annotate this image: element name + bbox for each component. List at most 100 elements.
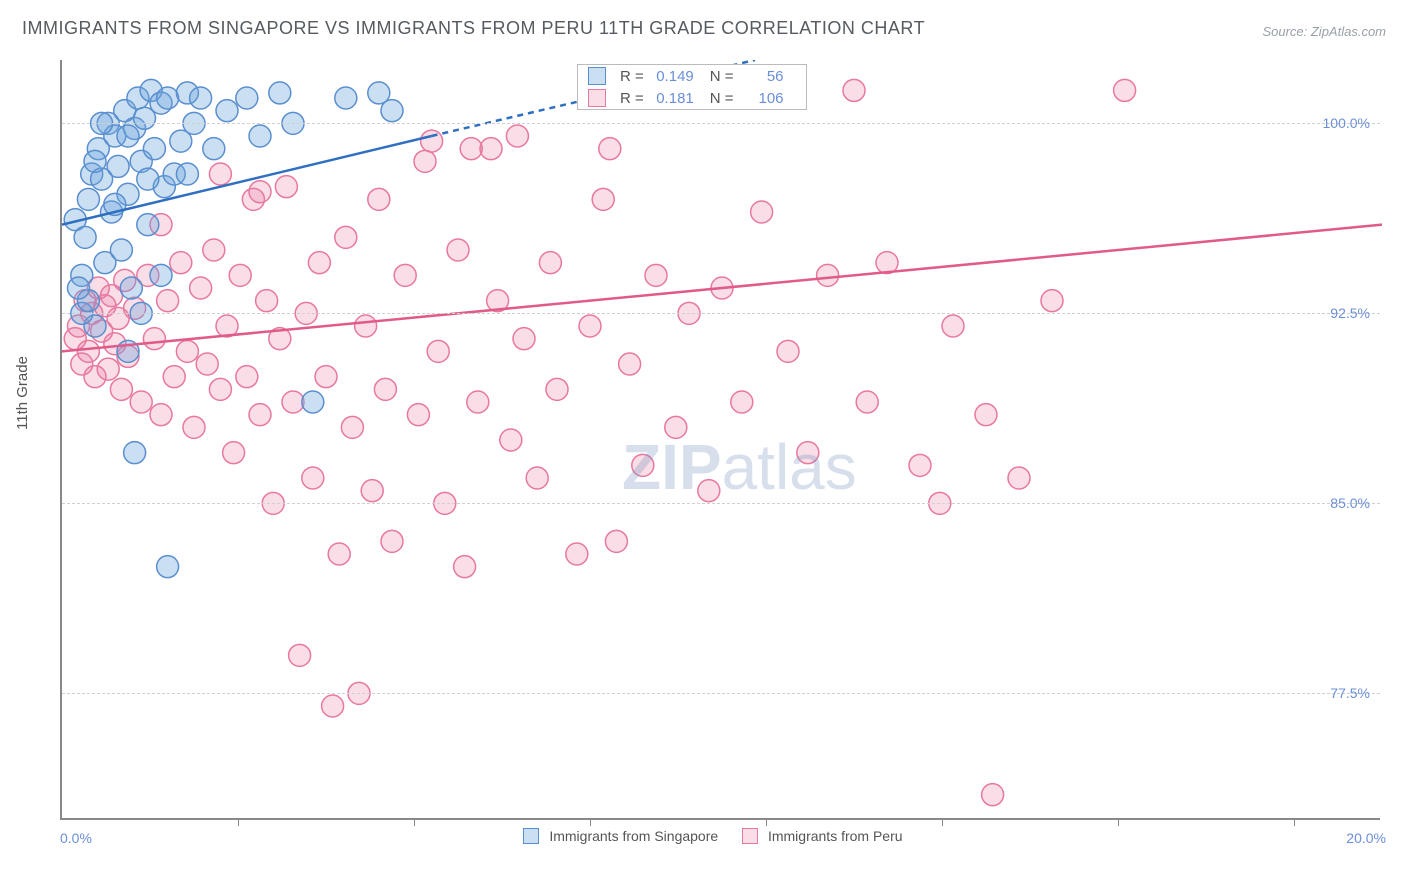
scatter-point <box>579 315 601 337</box>
scatter-point <box>203 239 225 261</box>
x-tick <box>238 818 239 826</box>
info-row-peru: R = 0.181 N = 106 <box>578 87 806 109</box>
scatter-point <box>315 366 337 388</box>
scatter-point <box>130 391 152 413</box>
legend-swatch-blue <box>588 67 606 85</box>
y-tick-label: 77.5% <box>1330 685 1370 701</box>
x-tick <box>1294 818 1295 826</box>
scatter-point <box>942 315 964 337</box>
scatter-point <box>74 226 96 248</box>
scatter-point <box>110 239 132 261</box>
scatter-point <box>1114 79 1136 101</box>
scatter-point <box>77 340 99 362</box>
scatter-point <box>150 264 172 286</box>
source-attribution: Source: ZipAtlas.com <box>1262 24 1386 39</box>
scatter-point <box>632 454 654 476</box>
scatter-point <box>282 391 304 413</box>
scatter-point <box>203 138 225 160</box>
scatter-point <box>256 290 278 312</box>
bottom-legend: Immigrants from Singapore Immigrants fro… <box>0 828 1406 844</box>
n-label: N = <box>710 90 734 107</box>
scatter-point <box>460 138 482 160</box>
scatter-point <box>751 201 773 223</box>
x-tick <box>590 818 591 826</box>
legend-label-singapore: Immigrants from Singapore <box>549 828 718 844</box>
y-tick-label: 92.5% <box>1330 305 1370 321</box>
x-tick <box>942 818 943 826</box>
scatter-point <box>1041 290 1063 312</box>
scatter-point <box>619 353 641 375</box>
scatter-point <box>176 163 198 185</box>
scatter-point <box>183 416 205 438</box>
gridline <box>62 503 1380 504</box>
scatter-point <box>381 530 403 552</box>
scatter-point <box>157 290 179 312</box>
scatter-point <box>143 328 165 350</box>
r-label: R = <box>620 90 644 107</box>
scatter-point <box>223 442 245 464</box>
scatter-point <box>216 100 238 122</box>
scatter-point <box>335 226 357 248</box>
legend-label-peru: Immigrants from Peru <box>768 828 903 844</box>
scatter-point <box>302 391 324 413</box>
n-label: N = <box>710 68 734 85</box>
scatter-point <box>157 87 179 109</box>
scatter-point <box>513 328 535 350</box>
scatter-point <box>777 340 799 362</box>
x-tick <box>766 818 767 826</box>
scatter-point <box>190 277 212 299</box>
scatter-point <box>599 138 621 160</box>
scatter-point <box>421 130 443 152</box>
scatter-point <box>645 264 667 286</box>
scatter-point <box>447 239 469 261</box>
y-tick-label: 100.0% <box>1323 115 1370 131</box>
scatter-point <box>236 87 258 109</box>
scatter-point <box>731 391 753 413</box>
scatter-point <box>909 454 931 476</box>
scatter-point <box>249 404 271 426</box>
scatter-point <box>249 125 271 147</box>
scatter-point <box>467 391 489 413</box>
scatter-point <box>289 644 311 666</box>
scatter-point <box>143 138 165 160</box>
n-value-singapore: 56 <box>738 68 784 85</box>
scatter-point <box>190 87 212 109</box>
trend-line <box>62 136 432 225</box>
scatter-point <box>229 264 251 286</box>
scatter-point <box>335 87 357 109</box>
scatter-point <box>322 695 344 717</box>
n-value-peru: 106 <box>738 90 784 107</box>
scatter-point <box>817 264 839 286</box>
scatter-point <box>209 378 231 400</box>
scatter-point <box>209 163 231 185</box>
scatter-point <box>368 188 390 210</box>
scatter-point <box>982 784 1004 806</box>
scatter-point <box>454 556 476 578</box>
correlation-info-box: R = 0.149 N = 56 R = 0.181 N = 106 <box>577 64 807 110</box>
trend-line <box>62 225 1382 352</box>
chart-plot-area: R = 0.149 N = 56 R = 0.181 N = 106 ZIPat… <box>60 60 1380 820</box>
scatter-point <box>176 340 198 362</box>
scatter-point <box>407 404 429 426</box>
scatter-point <box>137 214 159 236</box>
scatter-point <box>107 155 129 177</box>
scatter-point <box>150 404 172 426</box>
scatter-point <box>856 391 878 413</box>
scatter-point <box>170 252 192 274</box>
scatter-point <box>843 79 865 101</box>
scatter-point <box>117 125 139 147</box>
scatter-point <box>137 168 159 190</box>
scatter-point <box>163 366 185 388</box>
scatter-point <box>328 543 350 565</box>
scatter-point <box>539 252 561 274</box>
scatter-point <box>157 556 179 578</box>
scatter-point <box>269 82 291 104</box>
scatter-point <box>1008 467 1030 489</box>
scatter-point <box>77 188 99 210</box>
scatter-point <box>500 429 522 451</box>
scatter-point <box>975 404 997 426</box>
x-tick <box>414 818 415 826</box>
legend-swatch-pink <box>588 89 606 107</box>
scatter-point <box>361 480 383 502</box>
scatter-point <box>427 340 449 362</box>
